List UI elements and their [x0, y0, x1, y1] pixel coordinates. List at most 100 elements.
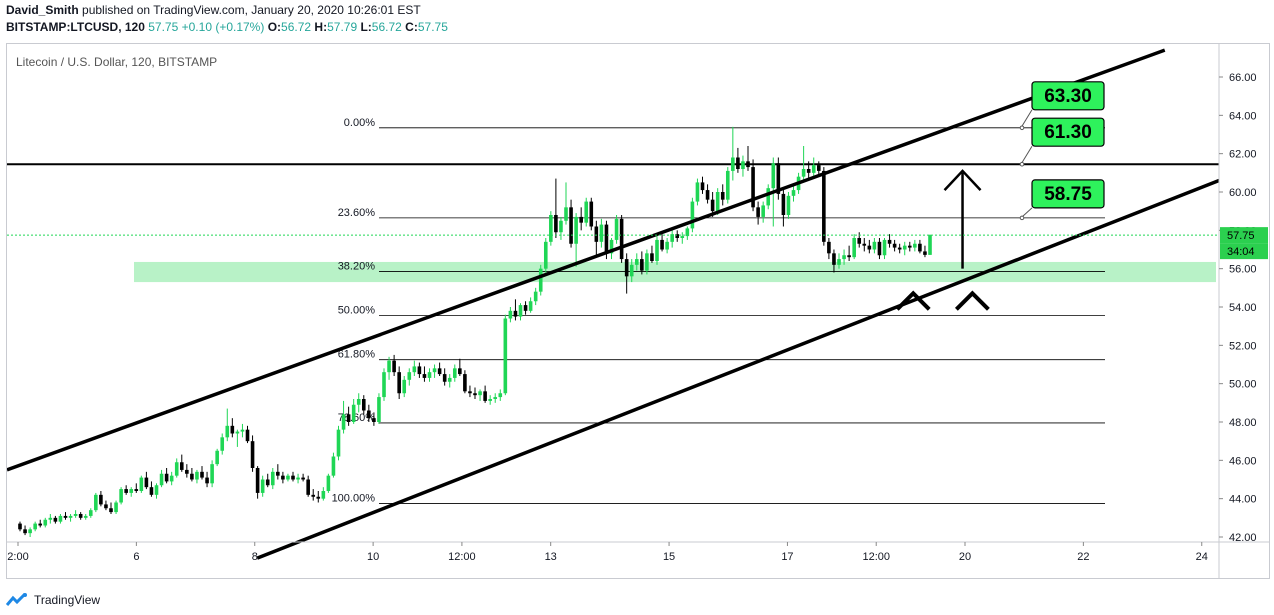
candle-body [725, 170, 730, 200]
candle-body [225, 425, 230, 438]
candle-body [882, 239, 887, 256]
candle-body [397, 372, 401, 394]
publish-info: David_Smith published on TradingView.com… [6, 3, 1266, 18]
candle-body [169, 475, 174, 482]
candle-body [250, 441, 255, 468]
candle-body [164, 473, 169, 482]
target-box[interactable] [1031, 117, 1105, 147]
chart-pane[interactable]: Litecoin / U.S. Dollar, 120, BITSTAMP 0.… [6, 43, 1270, 579]
candle-body [629, 264, 634, 277]
candle-body [377, 397, 381, 422]
author-name[interactable]: David_Smith [6, 3, 79, 17]
candle-body [634, 259, 639, 265]
channel-upper-line[interactable] [7, 48, 1166, 472]
candle-body [624, 259, 629, 277]
candle-body [220, 437, 225, 451]
time-tick-label: 2:00 [7, 551, 28, 563]
channel-lower-line[interactable] [256, 178, 1220, 560]
candle-body [23, 529, 27, 534]
candle-body [468, 391, 472, 394]
candle-body [614, 218, 619, 240]
candle-body [356, 399, 361, 405]
price-tick-label: 60.00 [1229, 187, 1257, 199]
candle-body [215, 450, 219, 465]
time-tick-label: 12:00 [448, 551, 476, 563]
candle-body [63, 515, 68, 518]
price-tick-label: 66.00 [1229, 72, 1257, 84]
candle-body [331, 456, 336, 476]
candle-body [766, 188, 771, 206]
support-zone [134, 261, 1216, 283]
time-tick-label: 6 [133, 551, 139, 563]
candle-body [791, 190, 796, 196]
candle-body [609, 239, 614, 254]
candle-body [270, 471, 275, 486]
target-anchor [1019, 125, 1025, 131]
candle-body [645, 253, 649, 271]
candle-body [862, 243, 867, 246]
candle-body [104, 504, 108, 509]
price-tick-label: 44.00 [1229, 494, 1257, 506]
candle-body [892, 243, 897, 248]
candle-body [139, 477, 144, 491]
candle-body [367, 410, 371, 419]
candle-body [437, 368, 442, 375]
target-label: 61.30 [1044, 122, 1092, 143]
candle-body [316, 496, 321, 499]
candle-body [245, 429, 250, 442]
candle-body [816, 165, 821, 171]
candle-body [604, 224, 609, 254]
candle-body [508, 310, 513, 319]
candle-body [700, 182, 705, 191]
footer-brand[interactable]: TradingView [34, 593, 101, 607]
last-price: 57.75 [148, 20, 179, 34]
fib-level-label: 100.00% [332, 492, 376, 504]
candle-body [559, 220, 563, 233]
candle-body [771, 163, 776, 189]
target-anchor [1019, 215, 1025, 221]
close-value: 57.75 [417, 20, 448, 34]
fib-level-label: 61.80% [338, 349, 376, 361]
candle-body [336, 429, 341, 457]
candle-body [38, 523, 43, 526]
candle-body [276, 471, 280, 476]
price-tick-label: 56.00 [1229, 264, 1257, 276]
fib-level-label: 50.00% [338, 305, 376, 317]
candle-body [179, 462, 184, 470]
candle-body [897, 247, 902, 250]
price-tick-label: 62.00 [1229, 149, 1257, 161]
candle-body [680, 236, 685, 238]
candle-body [240, 429, 245, 432]
price-tick-label: 46.00 [1229, 455, 1257, 467]
target-box[interactable] [1031, 179, 1105, 209]
candle-body [523, 305, 528, 311]
candle-body [574, 216, 578, 244]
candle-body [124, 489, 128, 493]
candle-body [715, 192, 720, 212]
candle-body [741, 161, 745, 169]
tradingview-logo-icon[interactable] [5, 592, 28, 607]
candle-body [822, 170, 826, 242]
candle-body [655, 239, 659, 261]
low-label: L: [360, 20, 372, 34]
candle-body [407, 372, 412, 380]
candle-body [827, 241, 831, 254]
price-chart[interactable]: Litecoin / U.S. Dollar, 120, BITSTAMP 0.… [7, 44, 1269, 578]
candle-body [857, 238, 862, 244]
low-value: 56.72 [371, 20, 402, 34]
candle-body [533, 291, 538, 302]
candle-body [33, 523, 37, 530]
fib-level-label: 0.00% [344, 117, 375, 129]
candle-body [43, 519, 48, 526]
candle-body [28, 529, 32, 534]
target-anchor [1019, 161, 1025, 167]
candle-body [134, 489, 139, 491]
countdown-tag [1220, 243, 1268, 260]
target-label: 63.30 [1044, 86, 1092, 107]
candle-body [528, 301, 533, 311]
candle-body [412, 366, 417, 373]
candle-body [230, 425, 235, 434]
target-box[interactable] [1031, 81, 1105, 111]
candle-body [665, 241, 669, 250]
candle-body [149, 487, 154, 495]
